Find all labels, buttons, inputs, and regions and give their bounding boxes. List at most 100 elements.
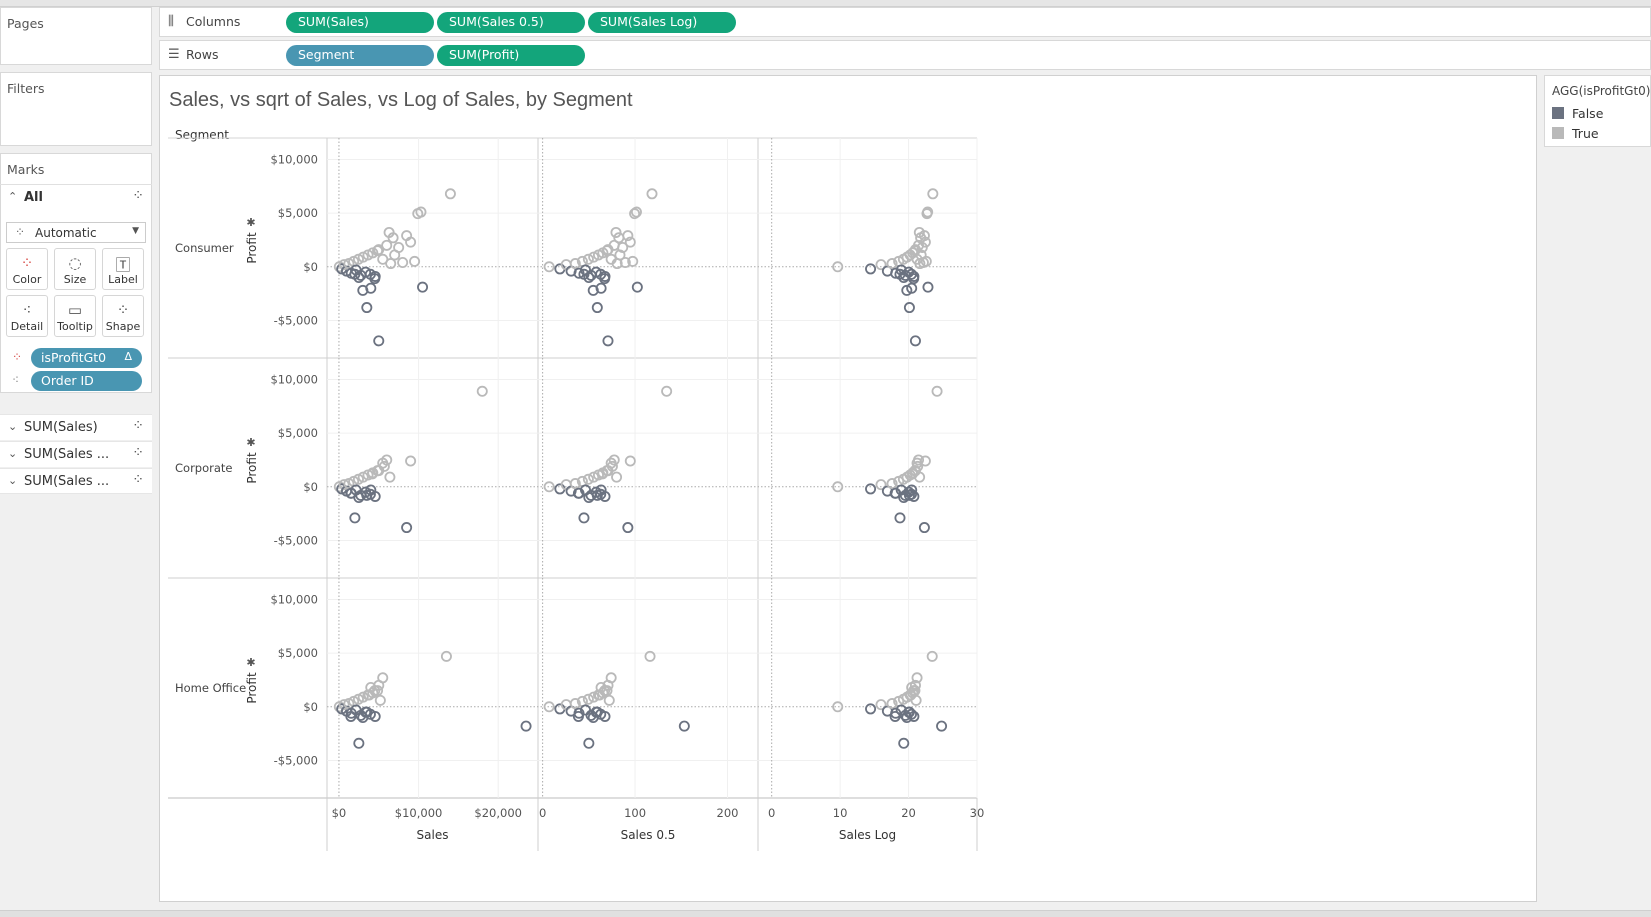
data-point-true [381, 239, 393, 251]
columns-shelf[interactable]: ⫼ Columns SUM(Sales) SUM(Sales 0.5) SUM(… [159, 7, 1651, 37]
data-point-false [599, 270, 611, 282]
data-point-true [832, 481, 844, 493]
columns-icon: ⫼ [168, 14, 174, 29]
data-point-true [832, 701, 844, 713]
pin-icon: ✱ [246, 436, 255, 449]
data-point-false [369, 270, 381, 282]
mark-type-value: Automatic [35, 226, 97, 240]
y-tick-label: $10,000 [270, 152, 318, 166]
x-tick-label: 200 [717, 806, 739, 820]
shape-grid-icon: ⁘ [132, 418, 144, 434]
mark-type-dropdown[interactable]: ⁘ Automatic ▼ [6, 222, 146, 243]
data-point-true [601, 465, 613, 477]
marks-all-row[interactable]: ⌃ All ⁘ [0, 184, 152, 210]
data-point-false [631, 281, 643, 293]
measure-row-1[interactable]: ⌄ SUM(Sales) ⁘ [0, 414, 152, 440]
filters-card[interactable]: Filters [0, 72, 152, 146]
columns-pill-sales-sqrt[interactable]: SUM(Sales 0.5) [437, 12, 585, 33]
x-tick-label: 30 [970, 806, 985, 820]
data-point-false [865, 703, 877, 715]
segment-label-1: Corporate [175, 461, 233, 475]
data-point-true [630, 206, 642, 218]
chevron-down-icon[interactable]: ⌄ [8, 447, 18, 460]
x-tick-label: 0 [539, 806, 546, 820]
legend-item-true[interactable]: True [1552, 126, 1599, 141]
chevron-up-icon[interactable]: ⌃ [8, 190, 18, 203]
data-point-true [661, 385, 673, 397]
rows-shelf[interactable]: ☰ Rows Segment SUM(Profit) [159, 40, 1651, 70]
y-tick-label: $5,000 [278, 426, 318, 440]
data-point-false [353, 737, 365, 749]
data-point-true [907, 687, 919, 699]
columns-pill-sales-log[interactable]: SUM(Sales Log) [588, 12, 736, 33]
isprofit-pill-label: isProfitGt0 [41, 350, 107, 365]
measure-row-2[interactable]: ⌄ SUM(Sales ... ⁘ [0, 441, 152, 467]
detail-button[interactable]: ⁖ Detail [6, 295, 48, 337]
data-point-false [573, 267, 585, 279]
data-point-true [405, 455, 417, 467]
data-point-false [936, 720, 948, 732]
tooltip-button[interactable]: ▭ Tooltip [54, 295, 96, 337]
data-point-true [909, 465, 921, 477]
legend-item-false[interactable]: False [1552, 106, 1603, 121]
data-point-true [543, 701, 555, 713]
data-point-true [372, 685, 384, 697]
data-point-true [917, 256, 929, 268]
data-point-true [372, 245, 384, 257]
y-tick-label: -$5,000 [274, 753, 318, 767]
rows-pill-segment[interactable]: Segment [286, 45, 434, 66]
data-point-false [349, 512, 361, 524]
delta-icon: Δ [124, 350, 132, 363]
data-point-true [601, 245, 613, 257]
data-point-false [573, 487, 585, 499]
data-point-true [907, 247, 919, 259]
color-button-label: Color [12, 273, 42, 286]
label-button-label: Label [108, 273, 138, 286]
data-point-false [599, 710, 611, 722]
tooltip-icon: ▭ [67, 301, 83, 319]
data-point-false [573, 707, 585, 719]
shape-button[interactable]: ⁘ Shape [102, 295, 144, 337]
chevron-down-icon[interactable]: ⌄ [8, 420, 18, 433]
pages-card[interactable]: Pages [0, 7, 152, 65]
data-point-true [569, 698, 581, 710]
x-tick-label: 0 [768, 806, 775, 820]
data-point-false [678, 720, 690, 732]
data-point-false [865, 263, 877, 275]
color-button[interactable]: ⁘ Color [6, 248, 48, 290]
data-point-true [569, 478, 581, 490]
label-button[interactable]: 🅃 Label [102, 248, 144, 290]
bottom-tab-strip [0, 910, 1651, 917]
isprofit-pill[interactable]: isProfitGt0 Δ [31, 348, 142, 368]
data-point-false [369, 490, 381, 502]
data-point-true [909, 245, 921, 257]
measure-row-3[interactable]: ⌄ SUM(Sales ... ⁘ [0, 468, 152, 494]
shape-grid-icon: ⁘ [132, 188, 144, 204]
size-button[interactable]: ◌ Size [54, 248, 96, 290]
orderid-pill[interactable]: Order ID [31, 371, 142, 391]
data-point-false [905, 268, 917, 280]
color-legend[interactable]: AGG(isProfitGt0) False True [1544, 75, 1651, 147]
data-point-true [582, 473, 594, 485]
scatter-chart[interactable]: Consumer Profit ✱ -$5,000 $0 $5,000 $10,000 Cor… [160, 76, 1536, 901]
view-canvas[interactable]: Sales, vs sqrt of Sales, vs Log of Sales… [159, 75, 1537, 902]
legend-label-true: True [1572, 126, 1599, 141]
x-axis-label-2: Sales Log [839, 828, 896, 842]
y-tick-label: $5,000 [278, 646, 318, 660]
data-point-true [611, 471, 623, 483]
data-point-true [875, 699, 887, 711]
data-point-true [338, 699, 350, 711]
chevron-down-icon[interactable]: ⌄ [8, 474, 18, 487]
data-point-true [595, 681, 607, 693]
data-point-true [646, 188, 658, 200]
rows-pill-profit[interactable]: SUM(Profit) [437, 45, 585, 66]
segment-label-0: Consumer [175, 241, 234, 255]
data-point-false [894, 512, 906, 524]
detail-button-label: Detail [10, 320, 44, 333]
columns-pill-sales[interactable]: SUM(Sales) [286, 12, 434, 33]
data-point-true [909, 685, 921, 697]
data-point-true [610, 226, 622, 238]
data-point-true [372, 465, 384, 477]
data-point-false [903, 302, 915, 314]
data-point-false [583, 737, 595, 749]
